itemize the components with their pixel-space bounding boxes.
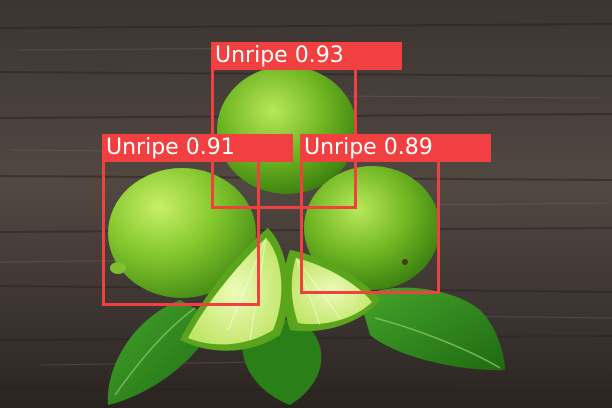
detection-class: Unripe bbox=[215, 43, 288, 68]
detection-class: Unripe bbox=[106, 135, 179, 160]
detection-confidence: 0.91 bbox=[185, 135, 235, 160]
detection-confidence: 0.93 bbox=[294, 43, 344, 68]
detection-box-left-lime bbox=[102, 158, 260, 306]
detection-confidence: 0.89 bbox=[383, 135, 433, 160]
detection-label-top-lime: Unripe 0.93 bbox=[211, 42, 402, 70]
detection-box-right-lime bbox=[300, 158, 440, 294]
detection-label-right-lime: Unripe 0.89 bbox=[300, 134, 491, 162]
detection-label-left-lime: Unripe 0.91 bbox=[102, 134, 293, 162]
detection-class: Unripe bbox=[304, 135, 377, 160]
